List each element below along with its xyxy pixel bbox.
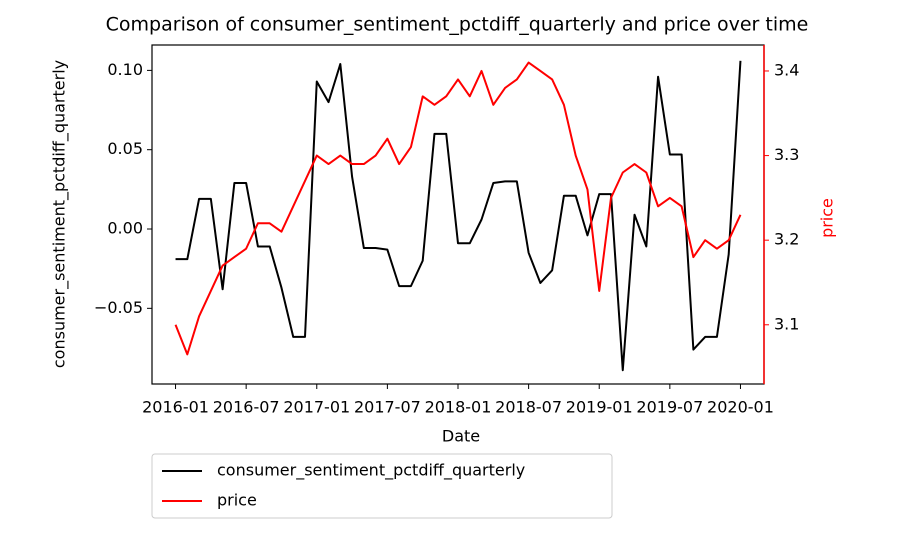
y2-tick-label: 3.4	[774, 60, 799, 79]
x-tick-label: 2019-07	[636, 398, 703, 417]
y-axis-label: consumer_sentiment_pctdiff_quarterly	[50, 60, 70, 368]
y2-tick-label: 3.1	[774, 314, 799, 333]
x-tick-label: 2016-07	[213, 398, 280, 417]
x-axis-label: Date	[442, 427, 480, 446]
x-tick-label: 2020-01	[707, 398, 774, 417]
x-tick-label: 2016-01	[142, 398, 209, 417]
series-line	[175, 60, 742, 372]
y2-axis-label: price	[818, 198, 837, 238]
x-tick-label: 2018-01	[425, 398, 492, 417]
y2-tick-label: 3.3	[774, 145, 799, 164]
y-tick-label: 0.00	[107, 219, 143, 238]
x-tick-label: 2019-01	[566, 398, 633, 417]
x-tick-label: 2017-07	[354, 398, 421, 417]
x-tick-label: 2018-07	[495, 398, 562, 417]
legend-label: consumer_sentiment_pctdiff_quarterly	[217, 461, 525, 481]
y2-tick-label: 3.2	[774, 230, 799, 249]
plot-frame	[151, 44, 765, 385]
chart-title: Comparison of consumer_sentiment_pctdiff…	[106, 14, 809, 36]
y-tick-label: 0.10	[107, 60, 143, 79]
y-tick-label: 0.05	[107, 139, 143, 158]
x-tick-label: 2017-01	[283, 398, 350, 417]
legend-label: price	[217, 491, 257, 510]
y-tick-label: −0.05	[94, 298, 143, 317]
legend-box	[151, 453, 613, 519]
series-line	[174, 61, 742, 356]
